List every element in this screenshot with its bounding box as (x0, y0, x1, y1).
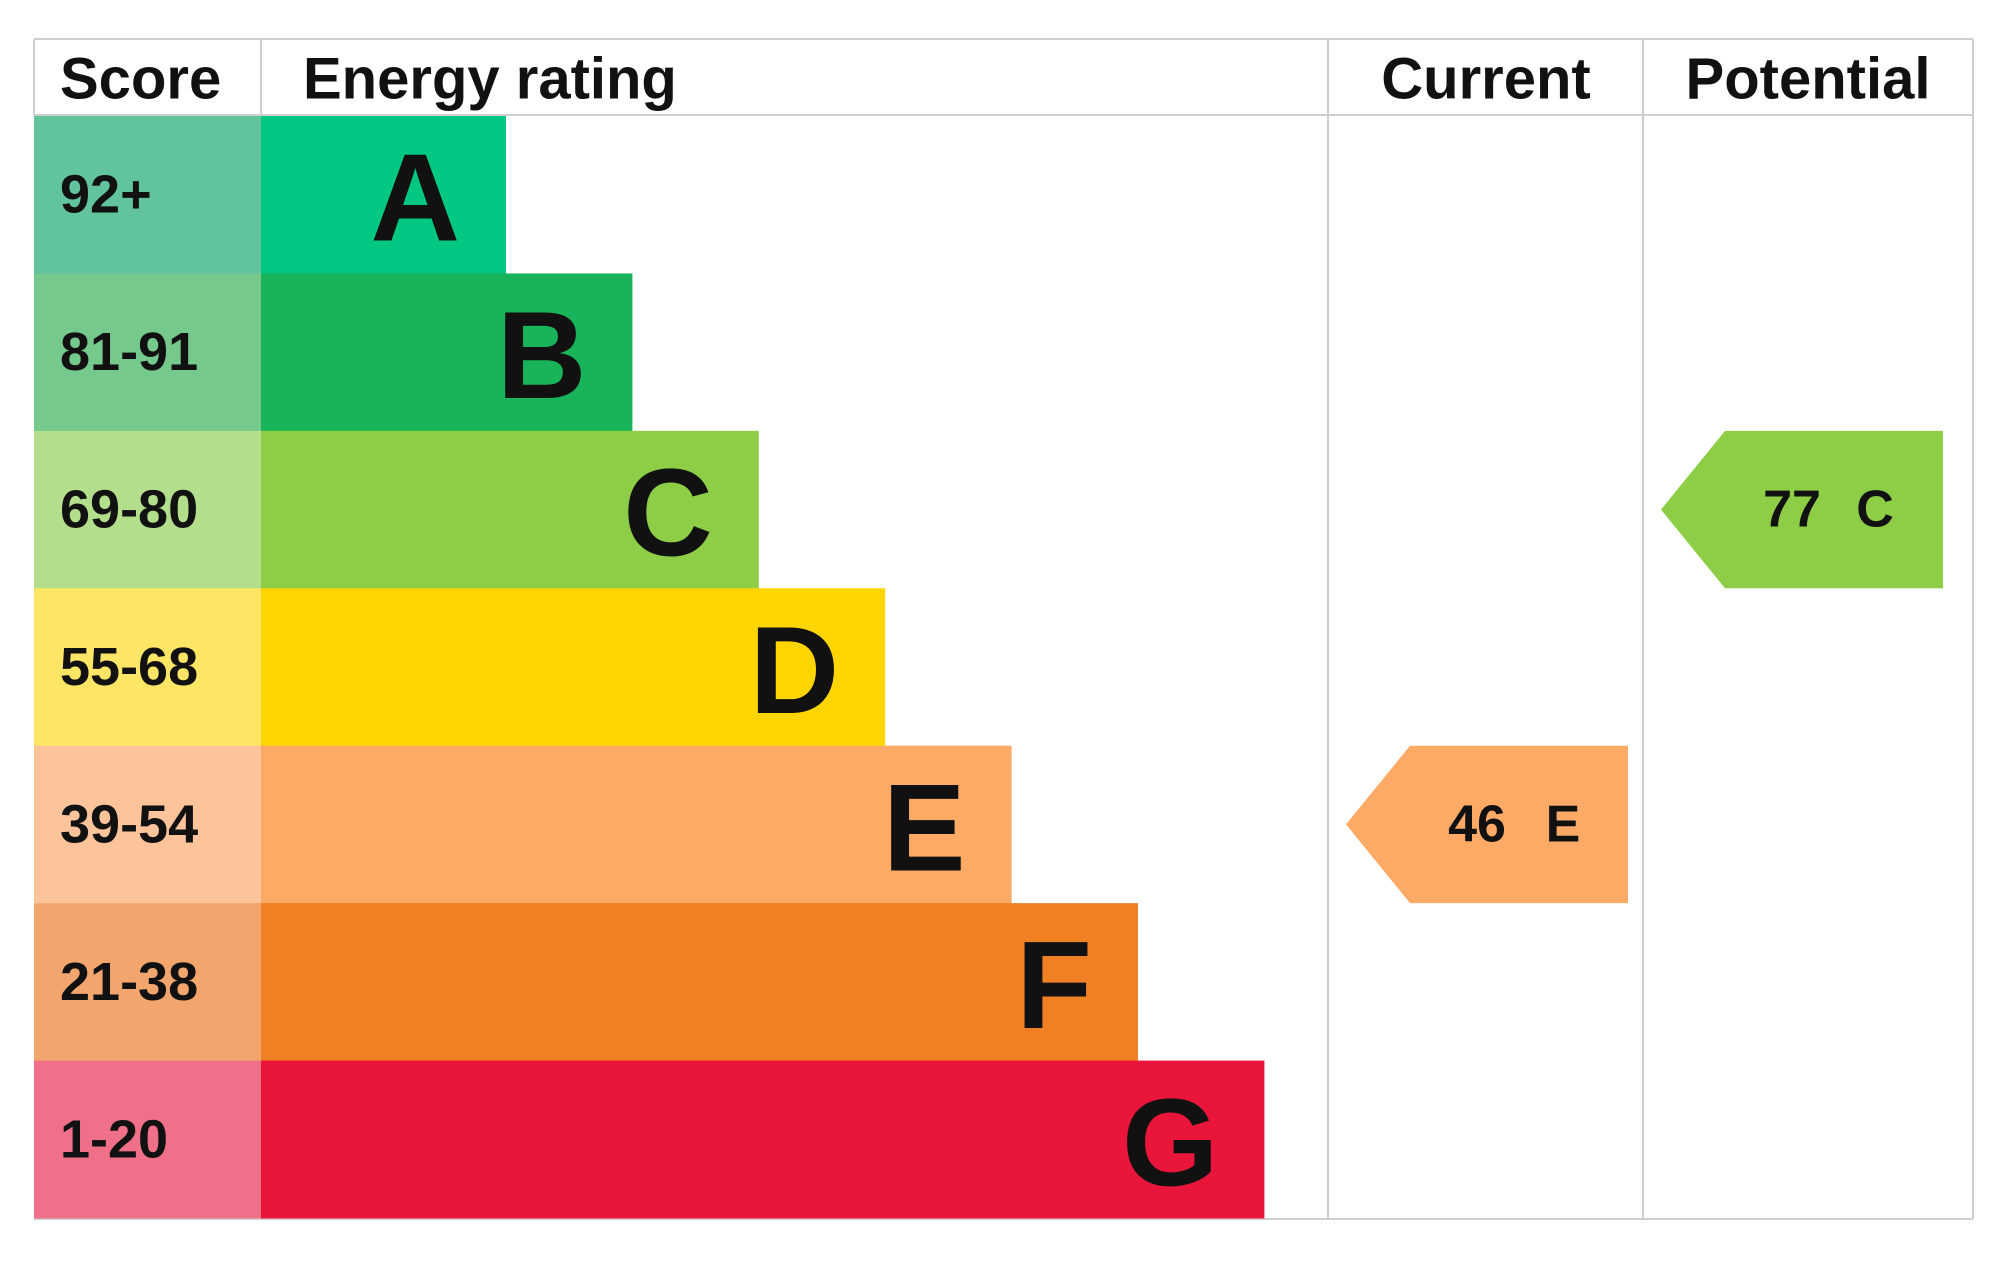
current-value: 46 (1448, 795, 1506, 853)
score-cell (34, 903, 261, 1062)
score-cell (34, 745, 261, 904)
rating-bar (261, 1060, 1265, 1219)
rating-letter: F (1016, 917, 1092, 1055)
potential-arrow (1661, 430, 1943, 589)
score-label: 1-20 (60, 1109, 168, 1169)
rating-letter: D (750, 602, 840, 740)
header-rating: Energy rating (303, 47, 677, 112)
rating-bar (261, 745, 1012, 904)
rating-letter: G (1122, 1074, 1218, 1212)
table-lines (33, 38, 1974, 1220)
rating-bar (261, 273, 633, 432)
score-label: 92+ (60, 165, 152, 225)
score-cell (34, 273, 261, 432)
rating-letter: C (623, 445, 713, 583)
potential-letter: C (1856, 481, 1894, 539)
score-cell (34, 430, 261, 589)
rating-letter: B (497, 287, 587, 425)
score-label: 39-54 (60, 794, 198, 854)
score-cell (34, 588, 261, 747)
header-potential: Potential (1686, 47, 1931, 112)
rating-bar (261, 430, 759, 589)
rating-bar (261, 588, 886, 747)
rating-letter: A (370, 130, 460, 268)
score-label: 69-80 (60, 480, 198, 540)
score-cell (34, 1060, 261, 1219)
current-letter: E (1546, 795, 1581, 853)
potential-value: 77 (1763, 481, 1821, 539)
score-label: 21-38 (60, 952, 198, 1012)
header-score: Score (60, 47, 221, 112)
rating-letter: E (883, 759, 966, 897)
header-current: Current (1381, 47, 1590, 112)
score-cell (34, 116, 261, 274)
rating-bar (261, 116, 506, 274)
score-label: 81-91 (60, 322, 198, 382)
current-arrow (1346, 745, 1628, 904)
rating-bar (261, 903, 1138, 1062)
score-label: 55-68 (60, 637, 198, 697)
